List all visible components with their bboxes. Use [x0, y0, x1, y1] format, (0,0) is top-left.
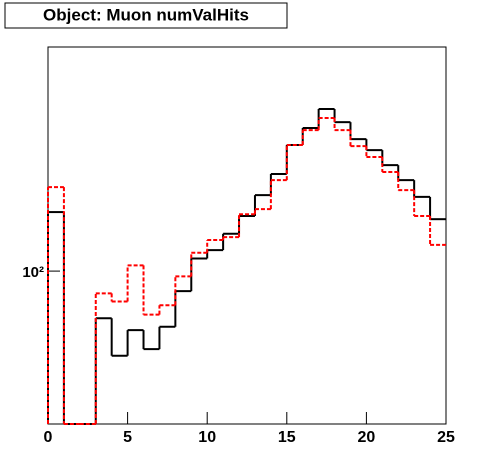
x-tick-label: 20 — [358, 429, 376, 446]
x-tick-label: 5 — [123, 429, 132, 446]
x-tick-label: 0 — [44, 429, 53, 446]
x-tick-label: 15 — [278, 429, 296, 446]
plot-frame — [47, 46, 447, 425]
y-tick-label: 10² — [22, 264, 44, 281]
x-tick-label: 25 — [437, 429, 455, 446]
chart-title: Object: Muon numValHits — [43, 5, 249, 24]
x-tick-label: 10 — [198, 429, 216, 446]
title-box — [4, 2, 288, 29]
